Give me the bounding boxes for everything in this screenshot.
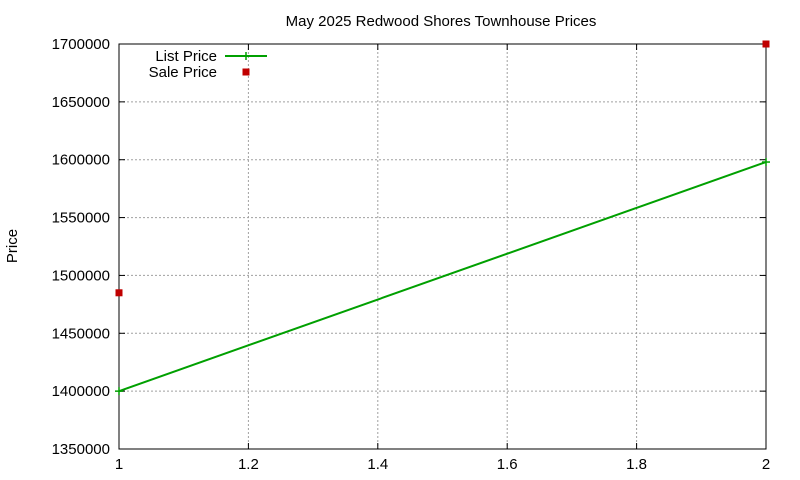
list-price-point [762,158,770,167]
y-tick-label: 1350000 [52,441,110,458]
y-tick-label: 1650000 [52,94,110,111]
chart-title: May 2025 Redwood Shores Townhouse Prices [286,13,597,30]
sale-price-point [762,40,770,48]
y-tick-label: 1550000 [52,210,110,227]
x-tick-label: 1.8 [626,456,647,473]
x-tick-label: 1.2 [238,456,259,473]
y-axis-label: Price [4,229,21,263]
y-tick-label: 1450000 [52,325,110,342]
x-tick-label: 2 [762,456,770,473]
list-price-point [115,387,123,396]
y-tick-label: 1400000 [52,383,110,400]
plot-frame [118,43,767,450]
axes: 1 1.2 1.4 1.6 1.8 2 1350000 1400000 1450000 15000… [52,36,771,473]
grid-lines [119,44,766,449]
legend-swatch-marker [242,52,250,60]
y-tick-label: 1600000 [52,152,110,169]
series-marks [115,40,770,396]
list-price-line [118,161,767,393]
x-tick-label: 1.4 [367,456,388,473]
y-tick-label: 1700000 [52,36,110,53]
sale-price-point [115,289,123,297]
y-tick-label: 1500000 [52,267,110,284]
x-tick-label: 1.6 [497,456,518,473]
legend-label: List Price [155,48,217,65]
legend-swatch-marker [242,68,250,76]
legend-label: Sale Price [149,64,217,81]
x-tick-label: 1 [115,456,123,473]
